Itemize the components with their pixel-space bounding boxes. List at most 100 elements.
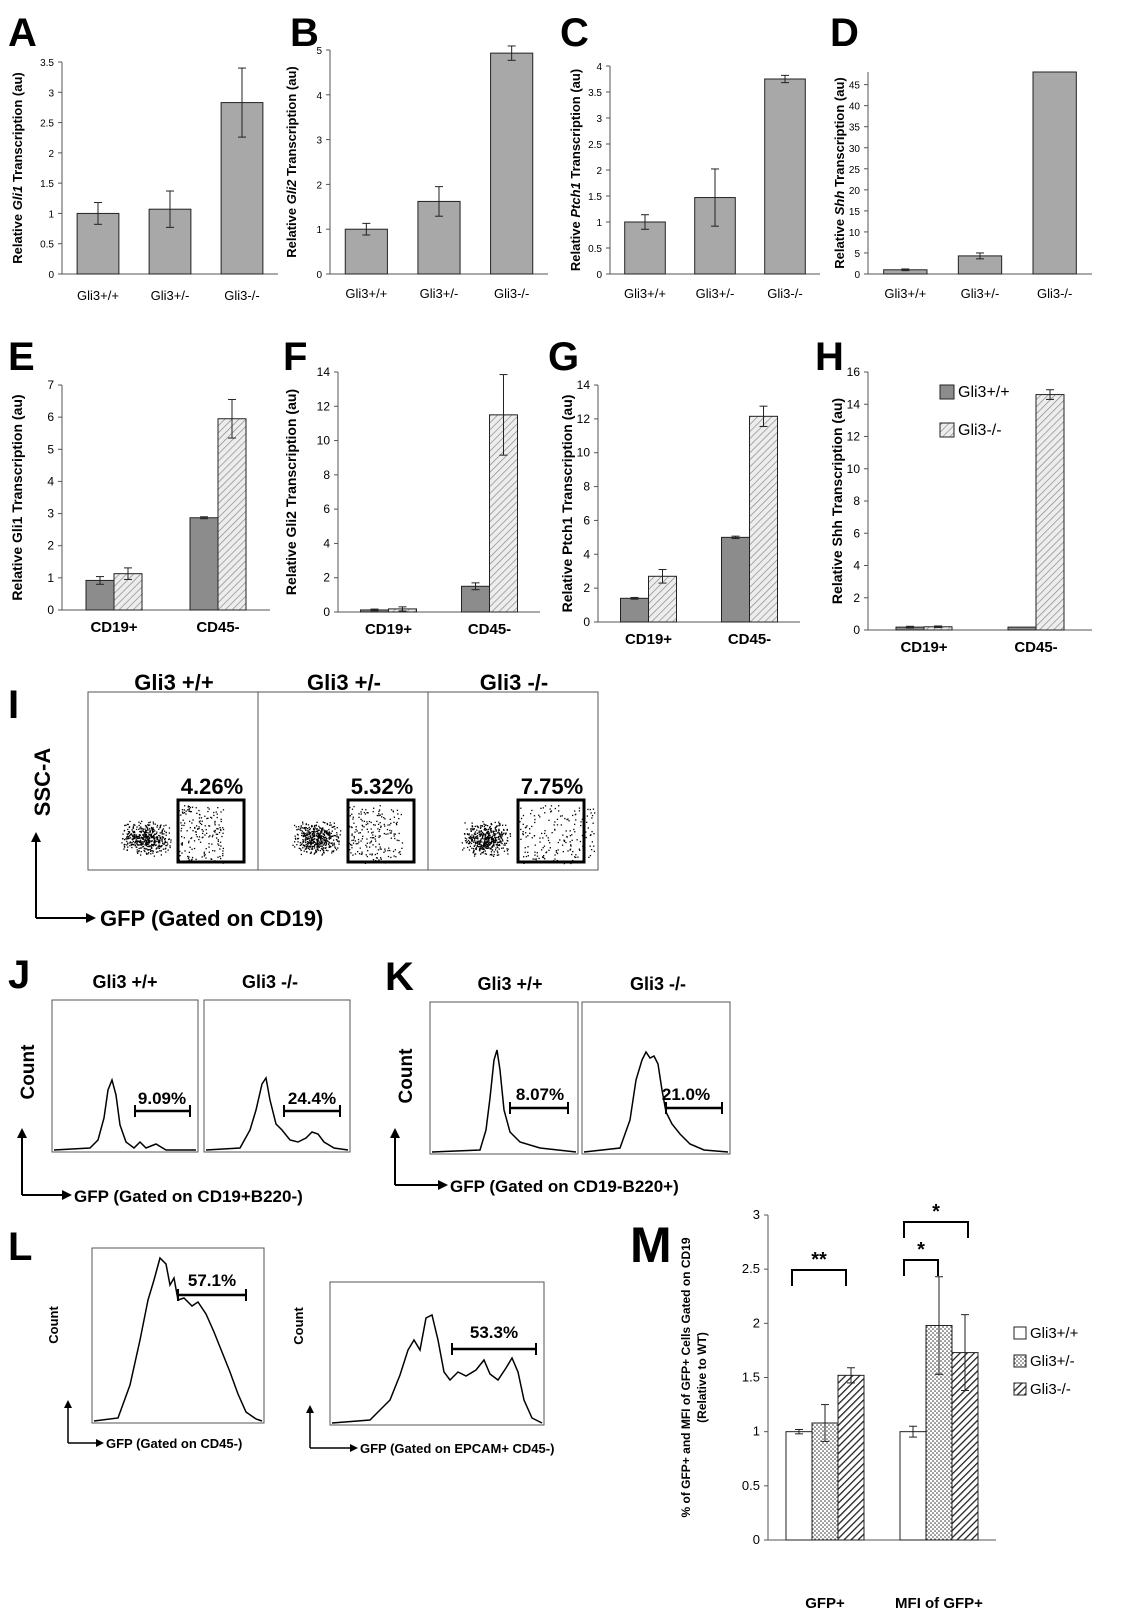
scatter-dot: [195, 807, 197, 809]
scatter-dot: [330, 845, 332, 848]
scatter-dot: [488, 840, 490, 842]
scatter-dot: [315, 825, 317, 827]
scatter-dot: [169, 845, 171, 847]
scatter-dot: [154, 833, 156, 835]
scatter-dot: [147, 839, 149, 841]
scatter-dot: [498, 832, 500, 834]
scatter-dot: [476, 842, 478, 844]
scatter-dot: [542, 847, 544, 849]
scatter-dot: [321, 829, 324, 831]
scatter-dot: [188, 808, 190, 810]
scatter-dot: [575, 854, 577, 856]
scatter-dot: [467, 846, 469, 849]
bar: [620, 597, 649, 623]
scatter-dot: [393, 835, 395, 837]
scatter-dot: [319, 844, 321, 846]
scatter-dot: [333, 822, 335, 824]
y-tick-label: 10: [577, 446, 591, 460]
y-tick-label: 2: [47, 539, 54, 553]
scatter-dot: [135, 837, 137, 839]
panel-letters: A B C D E F G H I J K L M: [8, 11, 859, 1273]
scatter-dot: [304, 846, 306, 848]
scatter-dot: [126, 844, 128, 846]
scatter-dot: [335, 849, 338, 851]
scatter-dot: [316, 828, 318, 830]
scatter-dot: [323, 834, 326, 836]
panel-J-histograms: Gli3 +/+ Gli3 -/- 9.09% 24.4% Count GFP …: [17, 972, 351, 1206]
scatter-dot: [160, 846, 162, 848]
scatter-dot: [123, 848, 125, 850]
scatter-dot: [331, 850, 333, 852]
y-axis-title: Relative Gli2 Transcription (au): [283, 389, 299, 595]
scatter-dot: [313, 835, 316, 838]
scatter-dot: [358, 832, 360, 834]
scatter-dot: [139, 822, 142, 825]
scatter-dot: [131, 829, 133, 831]
scatter-dot: [181, 843, 183, 845]
scatter-dot: [301, 834, 303, 837]
scatter-dot: [209, 835, 211, 837]
scatter-dot: [147, 829, 149, 831]
scatter-dot: [498, 829, 500, 832]
scatter-dot: [474, 841, 476, 843]
scatter-dot: [332, 826, 334, 828]
scatter-dot: [354, 840, 357, 842]
scatter-dot: [214, 831, 216, 833]
scatter-dot: [489, 848, 491, 850]
scatter-dot: [191, 856, 194, 859]
scatter-dot: [360, 818, 362, 820]
scatter-dot: [497, 844, 499, 846]
scatter-dot: [299, 829, 301, 831]
scatter-dot: [496, 845, 498, 847]
x-category-label: Gli3+/-: [696, 286, 735, 301]
histogram-frame-K2: [581, 1001, 731, 1155]
scatter-dot: [153, 838, 156, 840]
y-tick-label: 2: [583, 581, 590, 595]
scatter-dot: [353, 805, 355, 808]
scatter-dot: [524, 827, 527, 829]
scatter-dot: [572, 814, 574, 817]
scatter-dot: [474, 853, 476, 855]
scatter-dot: [591, 817, 593, 819]
scatter-dot: [351, 847, 353, 849]
scatter-dot: [500, 836, 502, 838]
scatter-dot: [319, 827, 321, 829]
panel-L-ylabel-1: Count: [46, 1306, 61, 1344]
scatter-dot: [166, 841, 168, 843]
scatter-dot: [477, 843, 479, 845]
scatter-dot: [188, 840, 190, 842]
arrowhead-right: [86, 913, 96, 923]
scatter-dot: [463, 833, 466, 835]
scatter-dot: [549, 842, 551, 844]
x-category-label: Gli3-/-: [1037, 286, 1072, 301]
scatter-dot: [168, 832, 170, 834]
scatter-dot: [315, 843, 317, 845]
scatter-dot: [203, 855, 205, 857]
scatter-dot: [471, 834, 473, 836]
scatter-dot: [372, 844, 374, 846]
y-tick-label: 1.5: [588, 192, 602, 203]
y-axis-title: Relative Shh Transcription (au): [832, 77, 847, 268]
scatter-dot: [152, 829, 154, 831]
scatter-dot: [554, 854, 556, 856]
scatter-dot: [206, 817, 208, 820]
scatter-dot: [498, 848, 500, 850]
scatter-dot: [198, 809, 200, 812]
scatter-dot: [127, 834, 129, 836]
y-tick-label: 3: [47, 507, 54, 521]
scatter-dot: [313, 841, 316, 843]
scatter-dot: [140, 828, 143, 830]
scatter-dot: [324, 830, 326, 832]
scatter-dot: [558, 810, 560, 812]
x-category-label: Gli3+/+: [77, 288, 119, 303]
scatter-dot: [556, 818, 559, 820]
scatter-dot: [490, 853, 493, 855]
scatter-dot: [585, 831, 587, 833]
scatter-dot: [314, 827, 316, 829]
scatter-dot: [298, 847, 300, 849]
scatter-dot: [557, 841, 559, 844]
legend-label: Gli3+/+: [958, 384, 1010, 401]
scatter-dot: [122, 838, 124, 840]
